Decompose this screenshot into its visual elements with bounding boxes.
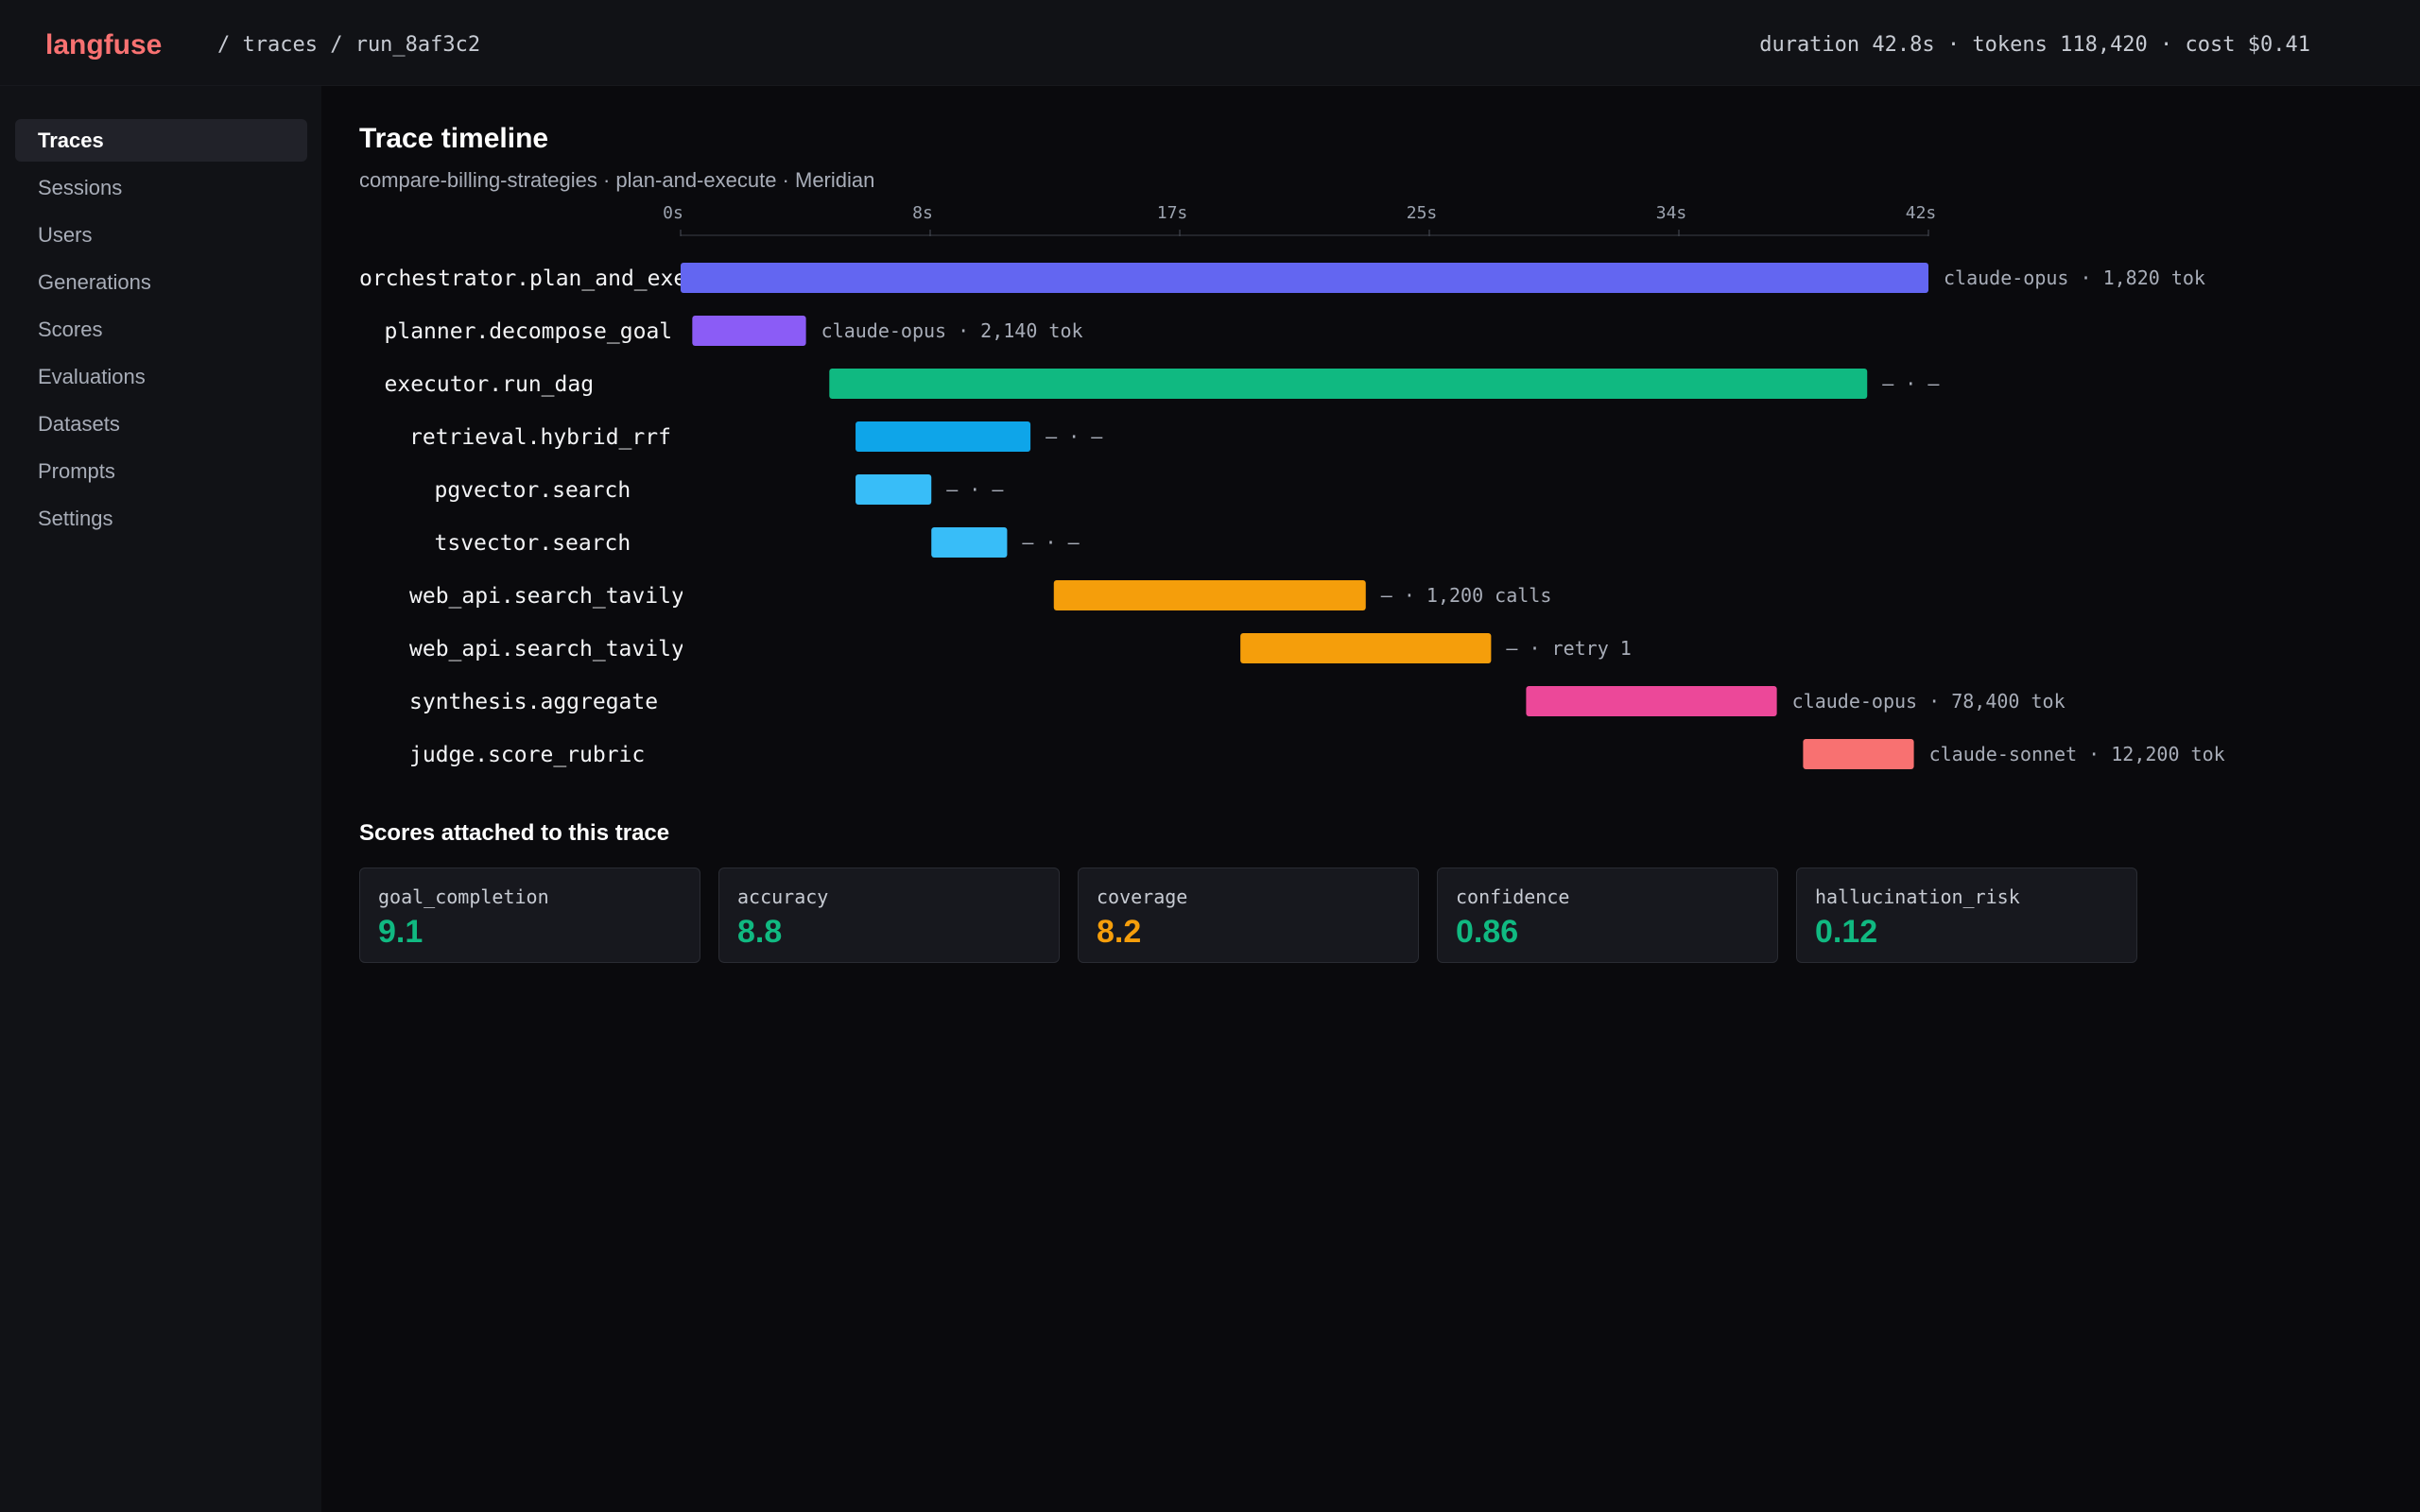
span-meta: — · — xyxy=(1022,531,1080,554)
span-bar[interactable] xyxy=(1803,739,1914,769)
span-meta: — · — xyxy=(1046,425,1103,448)
span-bar[interactable] xyxy=(692,316,806,346)
span-bar[interactable] xyxy=(1526,686,1777,716)
top-bar: langfuse / traces / run_8af3c2 duration … xyxy=(0,0,2420,86)
span-bar[interactable] xyxy=(681,263,1928,293)
span-meta: — · 1,200 calls xyxy=(1381,584,1552,607)
score-name: coverage xyxy=(1097,885,1188,908)
page-subtitle: compare-billing-strategies · plan-and-ex… xyxy=(359,168,875,192)
span-name: retrieval.hybrid_rrf xyxy=(409,425,671,450)
score-value: 9.1 xyxy=(378,914,424,950)
sidebar: Traces Sessions Users Generations Scores… xyxy=(0,86,321,1512)
sidebar-item-generations[interactable]: Generations xyxy=(38,270,151,294)
axis-tick-label: 42s xyxy=(1906,203,1937,223)
score-value: 0.12 xyxy=(1815,914,1878,950)
score-name: accuracy xyxy=(737,885,829,908)
page-title: Trace timeline xyxy=(359,123,549,154)
score-card-confidence[interactable]: confidence 0.86 xyxy=(1437,868,1778,963)
axis-tick-label: 0s xyxy=(663,203,683,223)
span-bar[interactable] xyxy=(931,527,1008,558)
app-logo[interactable]: langfuse xyxy=(45,29,163,60)
scores-section-title: Scores attached to this trace xyxy=(359,820,670,846)
span-name: pgvector.search xyxy=(435,478,631,503)
score-value: 0.86 xyxy=(1456,914,1519,950)
span-bar[interactable] xyxy=(1053,580,1366,610)
span-name: orchestrator.plan_and_execute xyxy=(359,266,739,291)
span-bar[interactable] xyxy=(856,421,1031,452)
score-card-coverage[interactable]: coverage 8.2 xyxy=(1078,868,1419,963)
score-name: confidence xyxy=(1456,885,1570,908)
span-name: web_api.search_tavily xyxy=(409,637,684,662)
span-bar[interactable] xyxy=(1240,633,1492,663)
trace-stats: duration 42.8s · tokens 118,420 · cost $… xyxy=(1759,33,2310,57)
span-meta: — · — xyxy=(1882,372,1940,395)
sidebar-item-users[interactable]: Users xyxy=(38,223,93,247)
span-name: planner.decompose_goal xyxy=(385,319,673,344)
sidebar-item-traces[interactable]: Traces xyxy=(15,119,307,162)
trace-timeline: 0s 8s 17s 25s 34s 42s orchestrator.plan_and_ex… xyxy=(359,203,2225,769)
span-name: judge.score_rubric xyxy=(409,743,645,767)
score-card-hallucination-risk[interactable]: hallucination_risk 0.12 xyxy=(1796,868,2137,963)
span-meta: claude-opus · 78,400 tok xyxy=(1792,690,2066,713)
axis-tick-label: 34s xyxy=(1656,203,1687,223)
span-name: tsvector.search xyxy=(435,531,631,556)
breadcrumb[interactable]: / traces / run_8af3c2 xyxy=(217,33,481,57)
score-value: 8.8 xyxy=(737,914,783,950)
score-value: 8.2 xyxy=(1097,914,1142,950)
sidebar-item-sessions[interactable]: Sessions xyxy=(38,176,123,199)
span-bar[interactable] xyxy=(856,474,932,505)
sidebar-item-datasets[interactable]: Datasets xyxy=(38,412,120,436)
score-name: hallucination_risk xyxy=(1815,885,2020,908)
span-meta: claude-opus · 1,820 tok xyxy=(1944,266,2205,289)
score-name: goal_completion xyxy=(378,885,549,908)
sidebar-item-scores[interactable]: Scores xyxy=(38,318,103,341)
score-card-accuracy[interactable]: accuracy 8.8 xyxy=(718,868,1060,963)
span-meta: claude-sonnet · 12,200 tok xyxy=(1929,743,2225,765)
span-name: synthesis.aggregate xyxy=(409,690,658,714)
span-meta: claude-opus · 2,140 tok xyxy=(821,319,1083,342)
sidebar-item-evaluations[interactable]: Evaluations xyxy=(38,365,146,388)
span-name: executor.run_dag xyxy=(385,372,595,397)
score-card-goal-completion[interactable]: goal_completion 9.1 xyxy=(359,868,700,963)
span-name: web_api.search_tavily xyxy=(409,584,684,609)
axis-tick-label: 25s xyxy=(1407,203,1438,223)
span-bar[interactable] xyxy=(829,369,1868,399)
span-meta: — · — xyxy=(946,478,1004,501)
span-meta: — · retry 1 xyxy=(1506,637,1631,660)
sidebar-item-settings[interactable]: Settings xyxy=(38,507,113,530)
sidebar-item-prompts[interactable]: Prompts xyxy=(38,459,115,483)
axis-tick-label: 8s xyxy=(912,203,933,223)
axis-tick-label: 17s xyxy=(1157,203,1188,223)
